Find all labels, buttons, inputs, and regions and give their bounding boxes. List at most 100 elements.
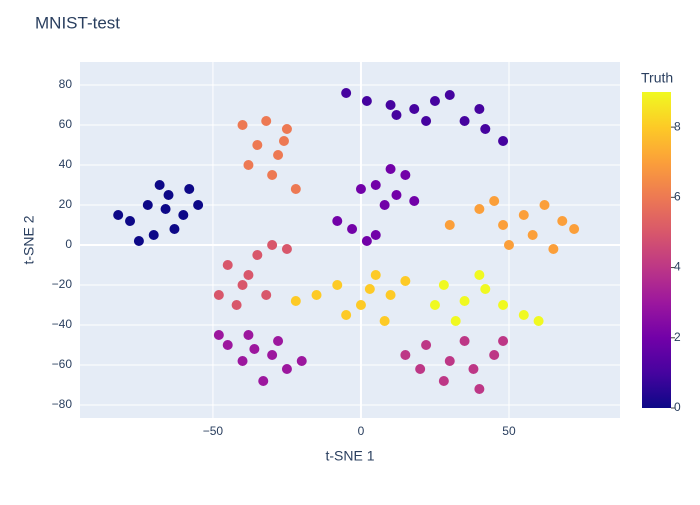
colorbar-tick-label: 2: [674, 330, 681, 344]
y-tick-label: −60: [52, 357, 73, 371]
point: [213, 330, 224, 340]
colorbar-title: Truth: [641, 70, 673, 86]
point: [518, 210, 529, 220]
point: [148, 230, 159, 240]
x-tick-label: 50: [502, 424, 516, 438]
point: [557, 216, 568, 226]
point: [527, 230, 538, 240]
y-axis-label: t-SNE 2: [21, 215, 37, 264]
point: [249, 344, 260, 354]
point: [267, 240, 278, 250]
point: [400, 170, 411, 180]
x-axis-label: t-SNE 1: [325, 448, 374, 464]
point: [222, 260, 233, 270]
point: [341, 88, 352, 98]
point: [355, 184, 366, 194]
point: [391, 110, 402, 120]
point: [361, 236, 372, 246]
point: [548, 244, 559, 254]
point: [332, 216, 343, 226]
point: [341, 310, 352, 320]
point: [160, 204, 171, 214]
point: [400, 350, 411, 360]
point: [252, 140, 263, 150]
point: [533, 316, 544, 326]
point: [370, 180, 381, 190]
colorbar-tick-label: 4: [674, 260, 681, 274]
point: [281, 364, 292, 374]
point: [113, 210, 124, 220]
point: [429, 96, 440, 106]
point: [459, 116, 470, 126]
point: [125, 216, 136, 226]
y-tick-label: 60: [59, 117, 73, 131]
point: [379, 316, 390, 326]
point: [261, 116, 272, 126]
point: [444, 220, 455, 230]
point: [459, 336, 470, 346]
point: [222, 340, 233, 350]
point: [450, 316, 461, 326]
point: [385, 290, 396, 300]
point: [133, 236, 144, 246]
point: [370, 270, 381, 280]
point: [385, 164, 396, 174]
point: [193, 200, 204, 210]
point: [400, 276, 411, 286]
point: [258, 376, 269, 386]
colorbar-tick-label: 6: [674, 190, 681, 204]
point: [169, 224, 180, 234]
point: [184, 184, 195, 194]
point: [237, 120, 248, 130]
point: [273, 336, 284, 346]
colorbar: [642, 92, 671, 408]
point: [444, 356, 455, 366]
point: [290, 184, 301, 194]
point: [429, 300, 440, 310]
point: [163, 190, 174, 200]
colorbar-tick-label: 0: [674, 400, 681, 414]
y-tick-label: 80: [59, 77, 73, 91]
point: [444, 90, 455, 100]
point: [498, 220, 509, 230]
point: [332, 280, 343, 290]
point: [154, 180, 165, 190]
y-tick-label: −40: [52, 317, 73, 331]
point: [361, 96, 372, 106]
point: [142, 200, 153, 210]
point: [385, 100, 396, 110]
point: [311, 290, 322, 300]
point: [474, 384, 485, 394]
y-tick-label: −80: [52, 397, 73, 411]
point: [252, 250, 263, 260]
point: [468, 364, 479, 374]
chart-title: MNIST-test: [35, 13, 120, 32]
point: [489, 350, 500, 360]
point: [243, 270, 254, 280]
point: [518, 310, 529, 320]
point: [278, 136, 289, 146]
point: [498, 300, 509, 310]
point: [421, 116, 432, 126]
point: [474, 270, 485, 280]
point: [503, 240, 514, 250]
point: [364, 284, 375, 294]
point: [438, 376, 449, 386]
y-tick-label: 40: [59, 157, 73, 171]
point: [480, 284, 491, 294]
point: [459, 296, 470, 306]
point: [273, 150, 284, 160]
point: [474, 204, 485, 214]
y-tick-label: 20: [59, 197, 73, 211]
point: [498, 136, 509, 146]
y-tick-label: 0: [65, 237, 72, 251]
point: [243, 330, 254, 340]
point: [261, 290, 272, 300]
point: [409, 196, 420, 206]
point: [281, 124, 292, 134]
point: [379, 200, 390, 210]
point: [237, 356, 248, 366]
point: [213, 290, 224, 300]
point: [178, 210, 189, 220]
point: [281, 244, 292, 254]
